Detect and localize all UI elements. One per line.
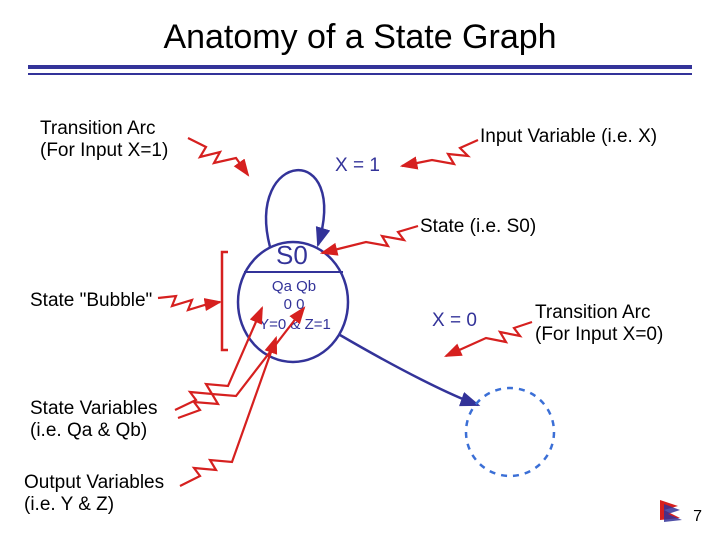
- callout-arrow-inputvar: [402, 140, 478, 166]
- label-line: (For Input X=1): [40, 140, 168, 162]
- state-row1: Qa Qb: [258, 278, 330, 295]
- flag-icon: [660, 500, 682, 522]
- diagram-canvas: [0, 0, 720, 540]
- label-line: (For Input X=0): [535, 324, 663, 346]
- edge-label-selfloop: X = 1: [335, 155, 380, 177]
- callout-arrow-selfloop: [188, 138, 248, 175]
- page-title: Anatomy of a State Graph: [0, 0, 720, 57]
- edge-label-out: X = 0: [432, 310, 477, 332]
- callout-arrow-state-s0: [322, 226, 418, 253]
- callout-arrow-qa: [175, 308, 262, 410]
- label-line: State Variables: [30, 398, 157, 420]
- label-transition-arc-x1: Transition Arc (For Input X=1): [40, 118, 168, 162]
- state-row2: 0 0: [258, 296, 330, 313]
- selfloop-arc: [266, 170, 324, 247]
- page-number: 7: [693, 508, 702, 526]
- label-output-variables: Output Variables (i.e. Y & Z): [24, 472, 164, 516]
- red-bracket: [222, 252, 228, 350]
- label-line: Output Variables: [24, 472, 164, 494]
- state-name: S0: [276, 240, 308, 271]
- out-arc: [340, 335, 478, 405]
- label-line: (i.e. Qa & Qb): [30, 420, 157, 442]
- label-input-variable: Input Variable (i.e. X): [480, 126, 657, 148]
- label-state-variables: State Variables (i.e. Qa & Qb): [30, 398, 157, 442]
- state-row3: Y=0 & Z=1: [252, 316, 338, 333]
- title-underline: [28, 65, 692, 69]
- callout-arrow-state-bubble: [158, 296, 220, 310]
- label-transition-arc-x0: Transition Arc (For Input X=0): [535, 302, 663, 346]
- label-line: (i.e. Y & Z): [24, 494, 164, 516]
- label-state-bubble: State "Bubble": [30, 290, 152, 312]
- label-line: Transition Arc: [40, 118, 168, 140]
- dashed-state-bubble: [466, 388, 554, 476]
- label-state-s0: State (i.e. S0): [420, 216, 536, 238]
- label-line: Transition Arc: [535, 302, 663, 324]
- callout-arrow-output: [180, 338, 276, 486]
